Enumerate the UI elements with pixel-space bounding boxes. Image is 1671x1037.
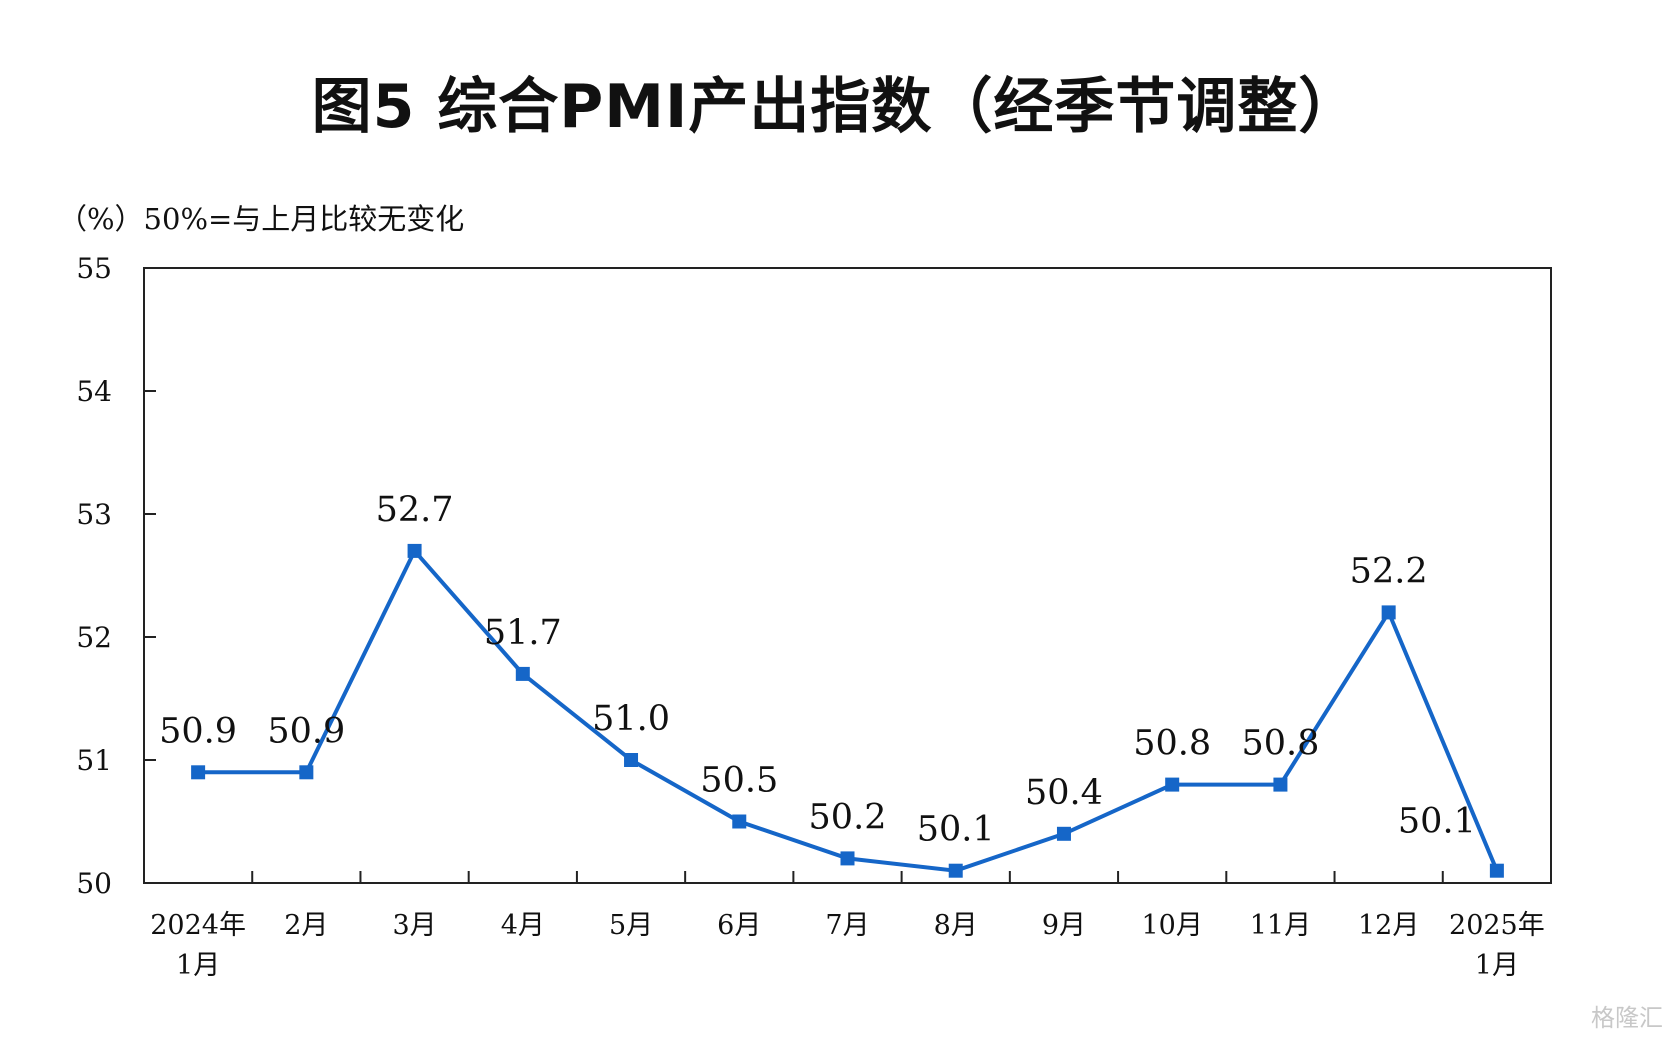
y-axis-unit-note: （%）50%=与上月比较无变化 <box>58 202 465 236</box>
chart-title: 图5 综合PMI产出指数（经季节调整） <box>311 72 1360 142</box>
y-axis: 50 51 52 53 54 55 <box>76 252 156 900</box>
data-point-marker <box>515 666 530 681</box>
data-point-marker <box>1489 863 1504 878</box>
x-tick-label: 2025年 <box>1449 910 1545 941</box>
x-tick-label: 7月 <box>825 910 869 941</box>
y-tick-label: 53 <box>76 498 112 531</box>
data-label: 52.2 <box>1350 551 1428 591</box>
data-point-marker <box>1165 777 1180 792</box>
x-tick-label: 2024年 <box>150 910 246 941</box>
y-tick-label: 54 <box>76 375 112 408</box>
plot-border <box>143 267 1552 884</box>
x-tick-label: 6月 <box>717 910 761 941</box>
data-point-marker <box>1273 777 1288 792</box>
x-tick-label: 11月 <box>1250 910 1311 941</box>
data-label: 50.8 <box>1241 724 1319 764</box>
data-point-marker <box>1056 826 1071 841</box>
x-tick-label: 5月 <box>609 910 653 941</box>
x-tick-label: 12月 <box>1358 910 1419 941</box>
data-labels-group: 50.9 50.9 52.7 51.7 51.0 50.5 50.2 50.1 50.4 50.8… <box>159 490 1476 850</box>
data-label: 50.2 <box>809 797 887 837</box>
data-label: 50.9 <box>267 711 345 751</box>
data-label: 50.1 <box>917 810 995 850</box>
y-tick-label: 55 <box>76 252 112 285</box>
data-point-marker <box>840 851 855 866</box>
data-point-marker <box>948 863 963 878</box>
x-tick-label: 8月 <box>934 910 978 941</box>
data-point-marker <box>407 543 422 558</box>
data-point-marker <box>299 765 314 780</box>
data-label: 50.5 <box>700 761 778 801</box>
data-label: 50.8 <box>1133 724 1211 764</box>
y-tick-label: 51 <box>76 744 112 777</box>
data-label: 50.4 <box>1025 773 1103 813</box>
x-tick-label: 2月 <box>284 910 328 941</box>
data-point-marker <box>732 814 747 829</box>
data-label: 50.9 <box>159 711 237 751</box>
data-point-marker <box>624 753 639 767</box>
x-tick-label: 3月 <box>392 910 436 941</box>
data-label: 51.7 <box>484 613 562 653</box>
y-tick-label: 50 <box>76 867 112 900</box>
x-tick-label: 9月 <box>1042 910 1086 941</box>
x-tick-label: 1月 <box>176 950 220 981</box>
data-label: 51.0 <box>592 699 670 739</box>
x-tick-label: 10月 <box>1142 910 1203 941</box>
data-label: 50.1 <box>1398 802 1476 842</box>
series-group <box>191 543 1504 878</box>
x-tick-label: 1月 <box>1475 950 1519 981</box>
watermark-logo: 格隆汇 <box>1591 1004 1663 1032</box>
x-axis: 2024年 1月 2月 3月 4月 5月 6月 7月 8月 9月 10月 11月 12月 2025年 1月 <box>150 871 1545 981</box>
data-label: 52.7 <box>376 490 454 530</box>
data-point-marker <box>191 765 206 780</box>
data-point-marker <box>1381 605 1396 620</box>
y-tick-label: 52 <box>76 621 112 654</box>
plot-frame <box>143 267 1552 884</box>
x-tick-label: 4月 <box>501 910 545 941</box>
